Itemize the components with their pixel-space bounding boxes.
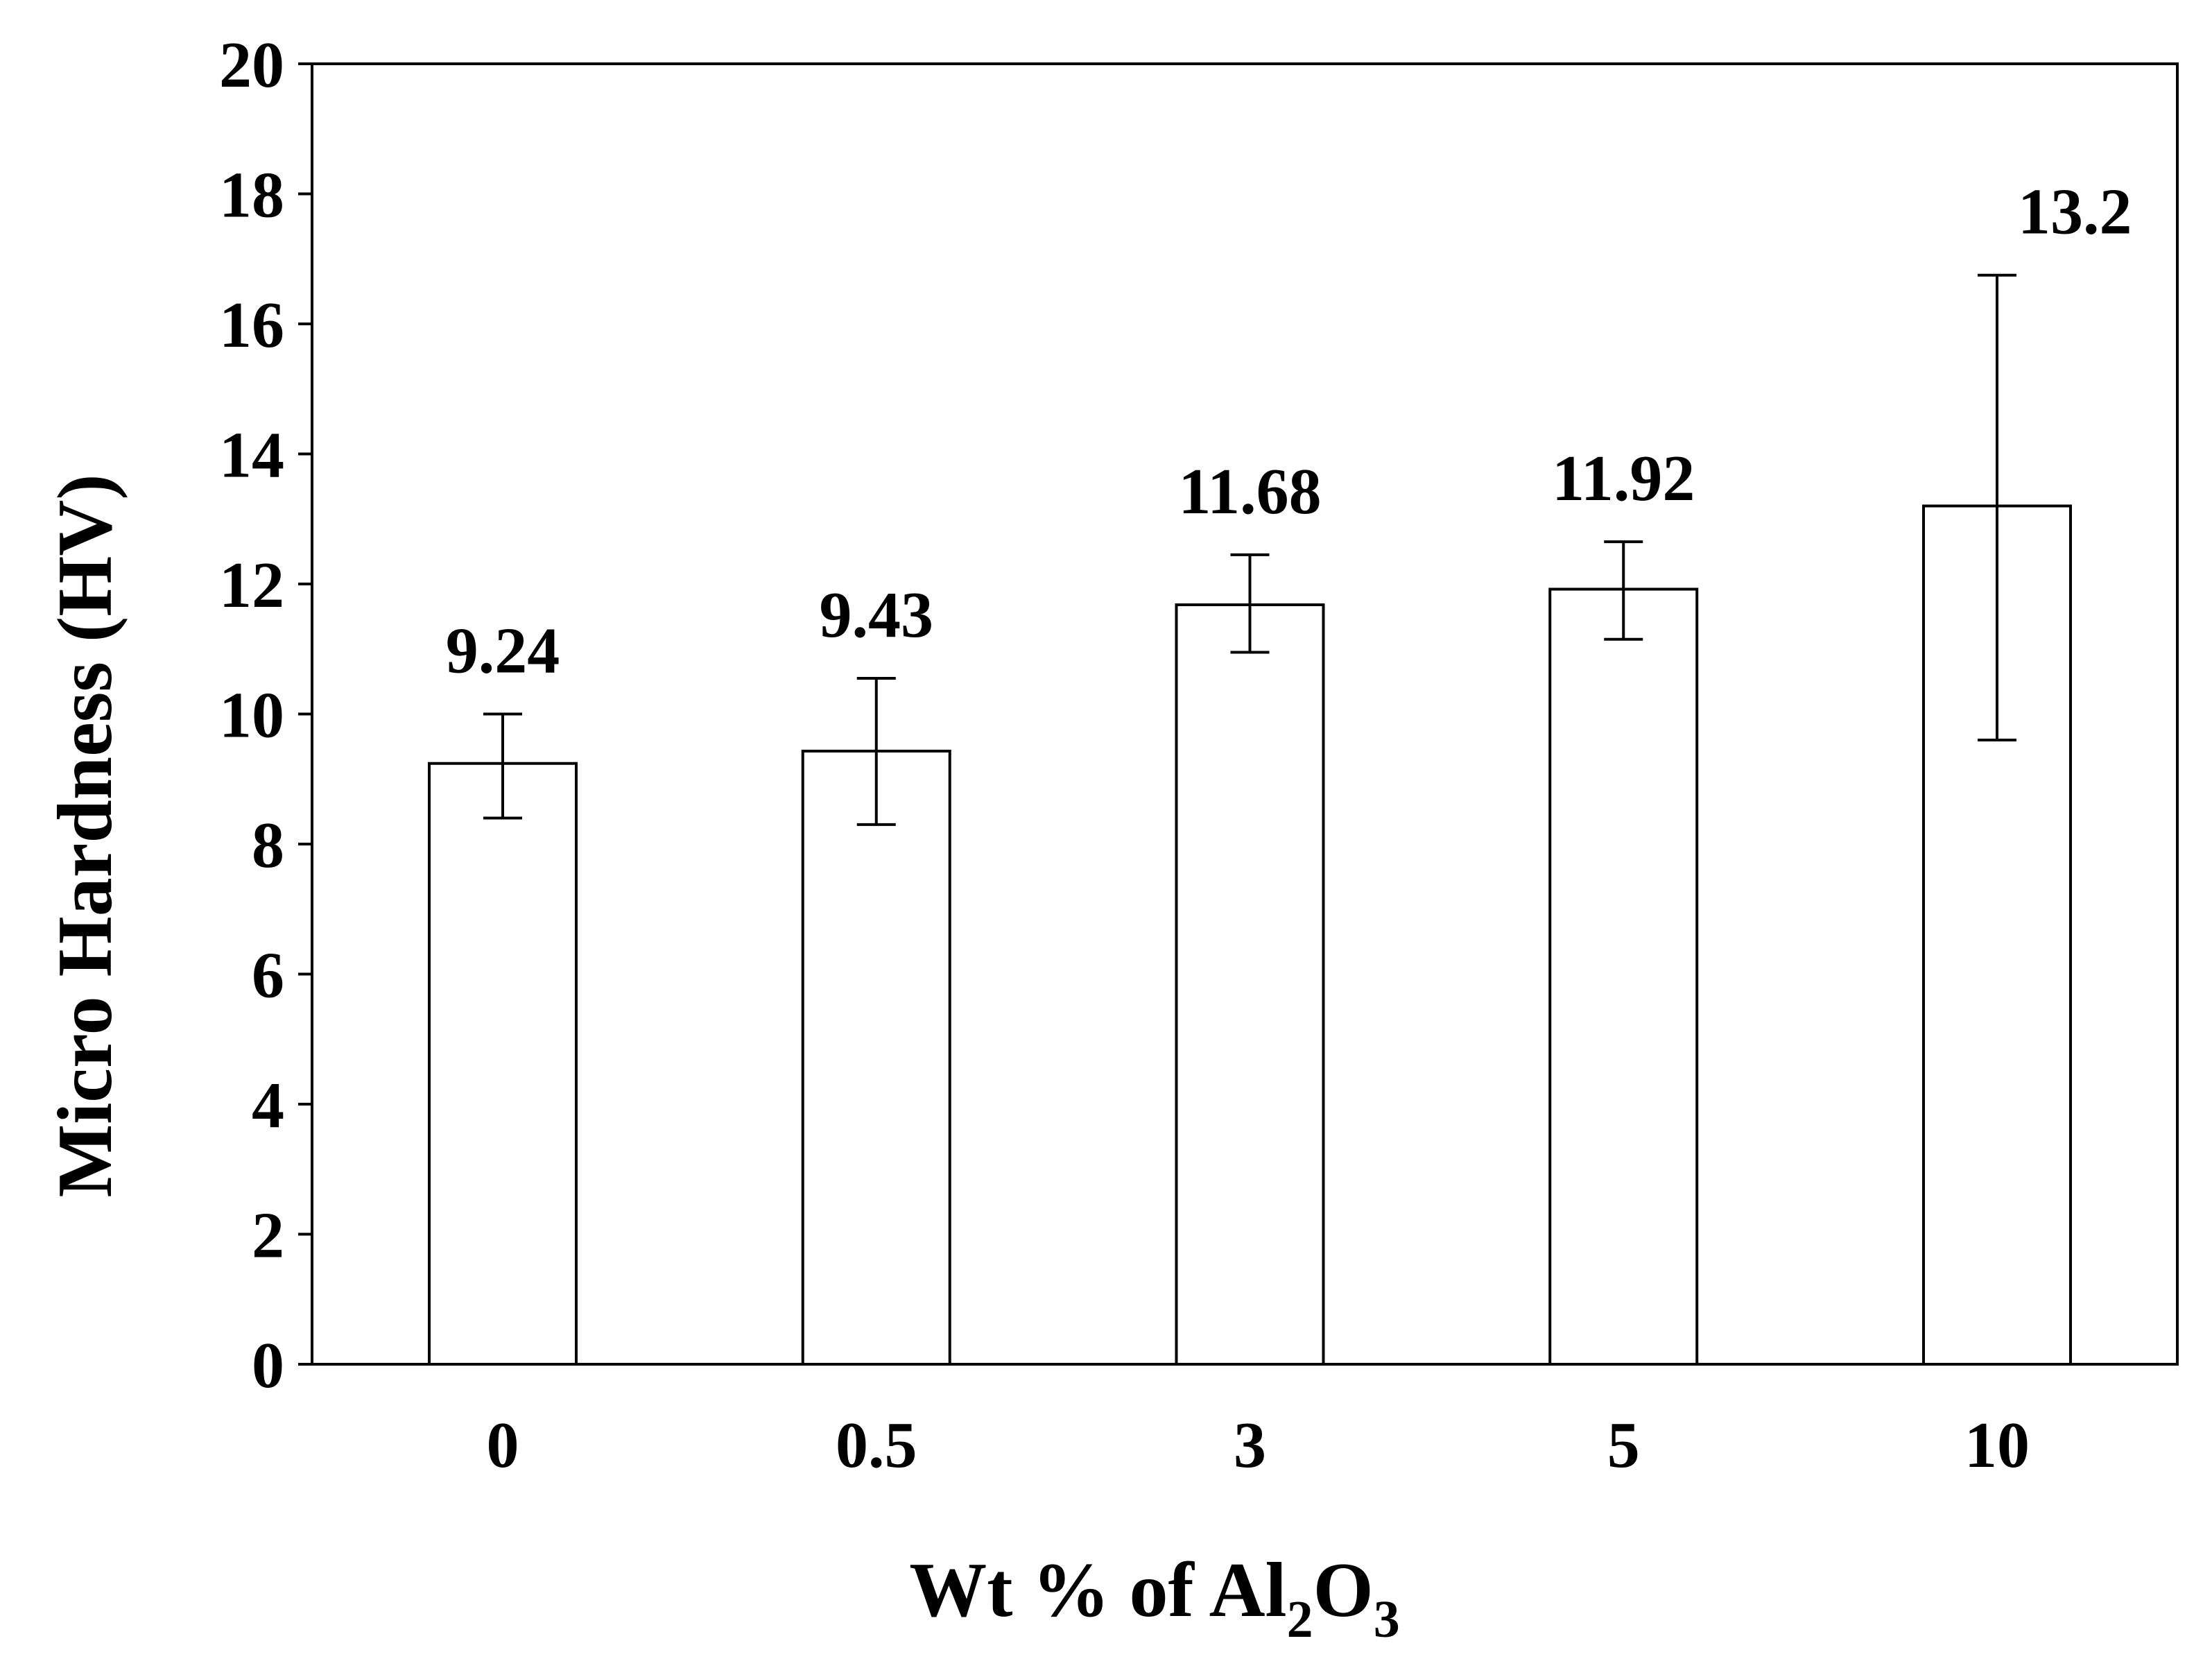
data-label: 13.2 bbox=[2018, 176, 2132, 248]
data-label: 11.92 bbox=[1552, 442, 1695, 515]
y-tick-label: 0 bbox=[252, 1330, 284, 1402]
error-bars bbox=[483, 273, 2016, 826]
y-tick-label: 2 bbox=[252, 1200, 284, 1272]
y-axis-ticks: 0 2 4 6 8 10 12 14 16 18 20 bbox=[219, 29, 312, 1402]
y-tick-label: 20 bbox=[219, 29, 284, 101]
x-tick-label: 3 bbox=[1234, 1409, 1266, 1481]
x-tick-label: 10 bbox=[1964, 1409, 2030, 1481]
y-tick-label: 4 bbox=[252, 1069, 284, 1142]
y-tick-label: 16 bbox=[219, 289, 284, 361]
y-tick-label: 12 bbox=[219, 549, 284, 621]
x-axis-tick-labels: 0 0.5 3 5 10 bbox=[487, 1409, 2030, 1481]
x-tick-label: 5 bbox=[1607, 1409, 1640, 1481]
data-label: 9.24 bbox=[446, 615, 560, 687]
x-tick-label: 0.5 bbox=[836, 1409, 917, 1481]
bar bbox=[1548, 587, 1699, 1366]
data-label: 9.43 bbox=[820, 579, 934, 651]
x-axis-title: Wt % of Al2O3 bbox=[909, 1547, 1400, 1649]
x-axis-title-mid: O bbox=[1313, 1547, 1374, 1633]
y-tick-label: 10 bbox=[219, 680, 284, 752]
x-axis-title-sub1: 2 bbox=[1287, 1590, 1313, 1649]
data-label: 11.68 bbox=[1178, 456, 1321, 528]
y-tick-label: 8 bbox=[252, 809, 284, 882]
x-axis-title-sub2: 3 bbox=[1374, 1590, 1400, 1649]
bar bbox=[1175, 603, 1325, 1366]
x-axis-title-prefix: Wt % of Al bbox=[909, 1547, 1286, 1633]
y-tick-label: 6 bbox=[252, 940, 284, 1012]
bar bbox=[801, 749, 951, 1366]
bar bbox=[428, 762, 578, 1366]
x-tick-label: 0 bbox=[487, 1409, 519, 1481]
y-tick-label: 18 bbox=[219, 160, 284, 232]
bars bbox=[428, 504, 2072, 1366]
y-axis-title: Micro Hardness (HV) bbox=[42, 474, 128, 1197]
data-labels: 9.24 9.43 11.68 11.92 13.2 bbox=[446, 176, 2132, 687]
y-tick-label: 14 bbox=[219, 420, 284, 492]
